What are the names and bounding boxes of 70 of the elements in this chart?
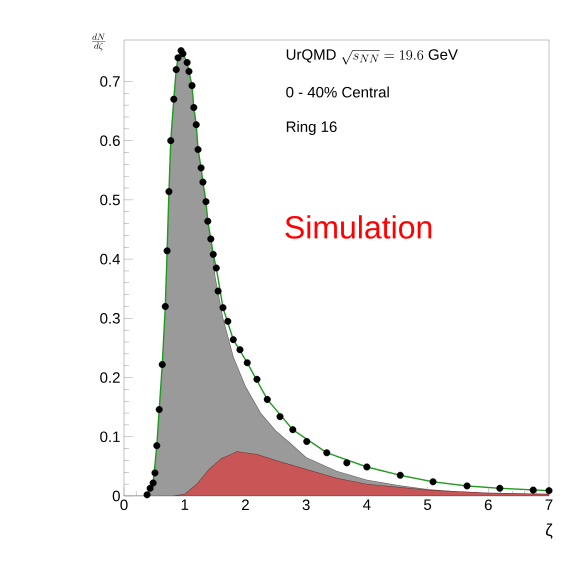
point	[190, 104, 198, 112]
point	[276, 413, 284, 420]
point	[343, 459, 350, 466]
annotation: Simulation	[285, 215, 432, 239]
point	[545, 487, 552, 494]
x-tick-label: 6	[484, 500, 492, 510]
y-tick-label: 0.6	[100, 135, 120, 146]
point	[194, 146, 202, 154]
point	[153, 442, 160, 450]
y-tick-label: 0.1	[100, 431, 120, 442]
point	[156, 406, 163, 414]
point	[207, 235, 214, 242]
y-tick-label: 0.4	[100, 254, 120, 264]
x-axis-title: ζ	[546, 524, 552, 539]
y-tick-label: 0.2	[100, 372, 120, 383]
x-tick-label: 4	[363, 500, 371, 510]
point	[224, 318, 232, 325]
point	[264, 396, 271, 403]
point	[496, 484, 504, 492]
annotation: 0 - 40% Central	[286, 86, 389, 98]
point	[199, 178, 206, 186]
point	[464, 482, 471, 490]
point	[430, 478, 437, 486]
annotation: Ring 16	[286, 121, 337, 135]
point	[204, 218, 212, 225]
point	[165, 188, 172, 196]
point	[363, 463, 370, 470]
point	[212, 264, 220, 272]
x-tick-label: 2	[242, 500, 249, 510]
y-tick-label: 0.3	[100, 313, 120, 324]
x-tick-label: 0	[120, 500, 128, 510]
point	[198, 164, 205, 172]
point	[179, 50, 186, 58]
point	[185, 68, 192, 75]
point	[202, 198, 210, 206]
point	[184, 59, 191, 66]
y-axis-title: $\frac{dN}{d\zeta}$	[92, 34, 106, 51]
point	[172, 66, 180, 74]
point	[170, 96, 178, 103]
x-tick-label: 5	[424, 500, 432, 510]
point	[244, 359, 251, 366]
point	[323, 449, 330, 456]
point	[230, 336, 237, 344]
point	[253, 376, 260, 383]
point	[167, 137, 174, 144]
point	[151, 469, 158, 476]
point	[303, 438, 310, 446]
point	[144, 491, 151, 498]
point	[210, 250, 217, 258]
point	[162, 302, 169, 310]
point	[192, 121, 200, 128]
point	[396, 472, 404, 479]
y-tick-label: 0	[112, 490, 120, 502]
point	[164, 247, 171, 254]
point	[150, 479, 157, 486]
annotation: $\mathrm{UrQMD}\ \sqrt{s_{NN}} = 19.6\ \mathrm{GeV}$	[286, 49, 458, 65]
x-tick-label: 1	[182, 500, 188, 510]
y-tick-label: 0.5	[100, 194, 120, 206]
x-tick-label: 3	[302, 500, 310, 510]
y-tick-label: 0.7	[100, 76, 120, 87]
point	[236, 346, 244, 354]
point	[214, 288, 222, 295]
point	[146, 484, 154, 492]
point	[158, 361, 166, 368]
point	[219, 304, 226, 312]
point	[530, 486, 537, 494]
point	[174, 54, 182, 62]
x-tick-label: 7	[546, 500, 552, 510]
point	[289, 426, 296, 434]
point	[188, 82, 196, 90]
